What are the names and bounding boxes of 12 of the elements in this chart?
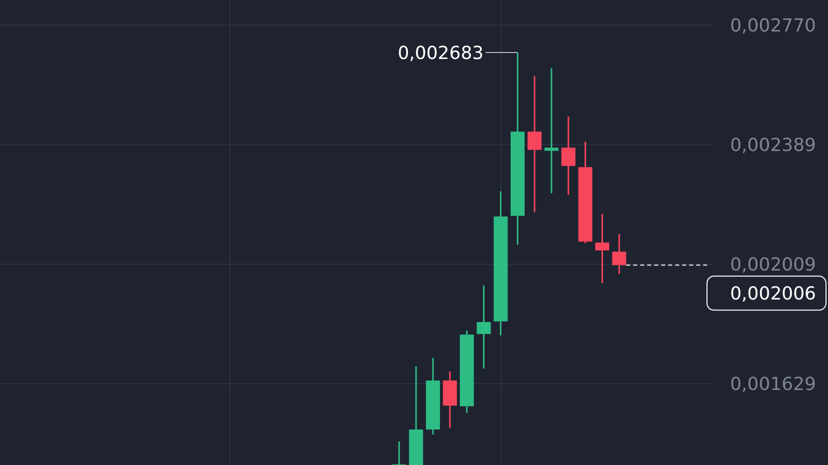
candlestick (476, 284, 491, 370)
y-tick-label: 0,002009 (730, 254, 816, 276)
y-tick-label: 0,002389 (730, 135, 816, 156)
candlestick (561, 116, 576, 196)
candlestick (612, 233, 626, 275)
y-tick-label: 0,001629 (730, 374, 816, 395)
annotation: 0,002683 (398, 42, 484, 64)
candlestick (528, 75, 542, 213)
y-tick-label: 0,002770 (730, 15, 816, 36)
candlestick (595, 213, 610, 284)
candlestick (544, 67, 558, 194)
ref-line-label: 0,002006 (730, 283, 816, 304)
